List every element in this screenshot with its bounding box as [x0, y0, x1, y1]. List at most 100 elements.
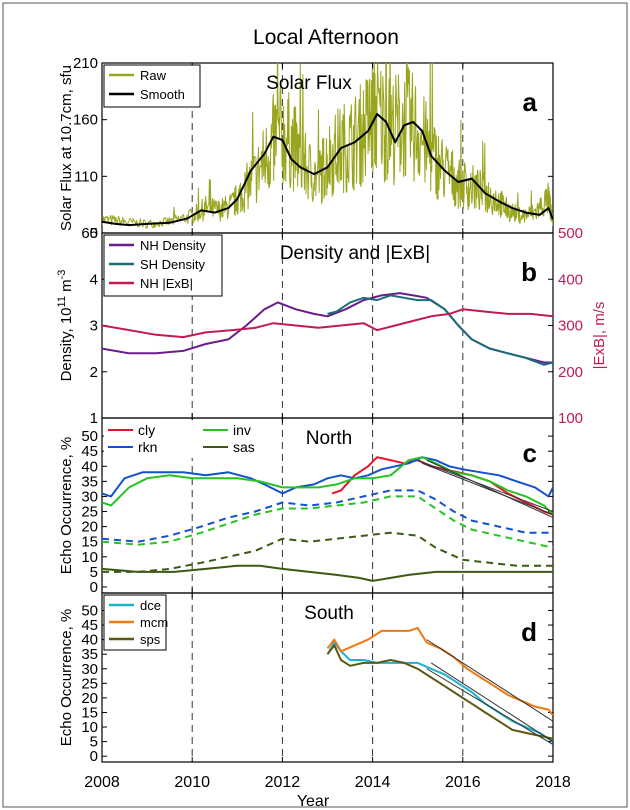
legend-label-sps: sps	[140, 632, 161, 647]
y-tick-label: 25	[81, 675, 98, 692]
panel-d-frame	[101, 592, 554, 763]
y-axis-label: Density, 1011 m-3	[56, 270, 75, 382]
y-tick-label: 210	[73, 55, 98, 72]
y-axis-label: Echo Occurrence, %	[58, 437, 75, 575]
legend-a: Raw Smooth	[103, 64, 201, 108]
y-tick-label: 110	[74, 168, 98, 185]
trend-line-2	[426, 668, 553, 745]
y2-tick-label: 400	[558, 271, 583, 288]
panel-a-letter: a	[523, 87, 538, 117]
x-tick-label-2008: 2008	[84, 774, 120, 791]
y-tick-label: 40	[81, 632, 98, 649]
panel-c-letter: c	[523, 438, 537, 468]
trend-line-2	[422, 462, 553, 516]
y-tick-label: 5	[90, 225, 98, 242]
series-group	[102, 456, 553, 582]
y-tick-label: 0	[90, 748, 98, 765]
line-series-dashed-4	[102, 489, 553, 543]
y-tick-label: 60	[81, 225, 98, 242]
x-tick-label-2018: 2018	[535, 774, 571, 791]
line-series-inv	[102, 456, 553, 516]
line-series-rkn	[102, 456, 553, 498]
x-axis-label: Year	[297, 793, 330, 810]
panel-c-title: North	[306, 428, 352, 449]
legend-label-sh-density: SH Density	[140, 257, 206, 272]
panel-a-title: Solar Flux	[266, 73, 352, 94]
trend-line-0	[417, 459, 553, 513]
line-series-dashed-6	[102, 531, 553, 573]
x-tick-labels: 2008 2010 2012 2014 2016 2018	[84, 774, 571, 791]
y-tick-label: 30	[81, 661, 98, 678]
panel-b-title: Density and |ExB|	[280, 243, 430, 264]
y-tick-label: 5	[90, 564, 98, 581]
x-tick-label-2010: 2010	[174, 774, 210, 791]
legend-label-dce: dce	[140, 598, 161, 613]
legend-box	[103, 64, 201, 108]
x-tick-label-2016: 2016	[445, 774, 481, 791]
y2-tick-label: 300	[558, 318, 583, 335]
panel-b-letter: b	[521, 257, 537, 287]
legend-label-rkn: rkn	[138, 439, 157, 455]
y2-tick-label: 500	[558, 225, 583, 242]
y-tick-label: 15	[81, 534, 98, 551]
series-group	[102, 63, 553, 229]
y-tick-label: 40	[81, 458, 98, 475]
legend-label-sas: sas	[233, 439, 255, 455]
y-tick-label: 10	[81, 549, 98, 566]
legend-background	[104, 420, 274, 458]
y-tick-label: 15	[81, 704, 98, 721]
y-tick-label: 50	[81, 602, 98, 619]
line-series-smooth	[102, 113, 553, 227]
legend-b: NH Density SH Density NH |ExB|	[103, 234, 223, 297]
legend-label-smooth: Smooth	[140, 87, 185, 102]
y-axis-label: Solar Flux at 10.7cm, sfu	[58, 65, 75, 231]
y2-tick-label: 200	[558, 364, 583, 381]
y-tick-label: 5	[90, 734, 98, 751]
y-axis-label-unit: m	[58, 279, 75, 296]
figure-title: Local Afternoon	[253, 26, 399, 49]
y-tick-label: 160	[73, 112, 98, 129]
trend-line-0	[426, 639, 553, 722]
y-tick-label: 35	[81, 646, 98, 663]
series-group	[102, 292, 553, 366]
y-tick-label: 4	[90, 271, 98, 288]
legend-d: dce mcm sps	[103, 594, 168, 651]
y-tick-label: 45	[81, 443, 98, 460]
y2-tick-label: 100	[558, 410, 583, 427]
line-series-dce	[326, 641, 553, 743]
series-group	[326, 627, 553, 745]
y-tick-label: 25	[81, 504, 98, 521]
line-series-nh-exb	[102, 308, 553, 339]
y-tick-label: 20	[81, 519, 98, 536]
legend-label-inv: inv	[233, 422, 251, 438]
x-tick-label-2014: 2014	[355, 774, 391, 791]
trend-line-1	[426, 459, 553, 519]
panel-d-title: South	[304, 603, 354, 624]
panel-b: 1 2 3 4 5 100 200 300 400 500 Density, 1011 m-3 |Ex…	[56, 225, 608, 427]
trend-line-1	[430, 662, 553, 743]
y-tick-label: 0	[90, 579, 98, 596]
y-tick-label: 45	[81, 617, 98, 634]
legend-label-cly: cly	[138, 422, 155, 438]
line-series-sps	[326, 644, 553, 740]
y-tick-label: 10	[81, 719, 98, 736]
y2-axis-label: |ExB|, m/s	[591, 302, 608, 370]
legend-label-nh-density: NH Density	[140, 238, 206, 253]
y-tick-label: 35	[81, 473, 98, 490]
y-tick-label: 30	[81, 488, 98, 505]
y-tick-label: 50	[81, 428, 98, 445]
y-axis-label-exp: 11	[56, 296, 68, 307]
line-series-sas	[102, 564, 553, 582]
legend-label-nh-exb-: NH |ExB|	[140, 276, 193, 291]
line-series-dashed-5	[102, 495, 553, 549]
line-series-raw	[102, 63, 553, 229]
legend-label-mcm: mcm	[140, 615, 168, 630]
y-axis-label-unit-exp: -3	[56, 270, 68, 280]
y-axis-label: Echo Occurrence, %	[58, 609, 75, 747]
x-tick-label-2012: 2012	[265, 774, 301, 791]
